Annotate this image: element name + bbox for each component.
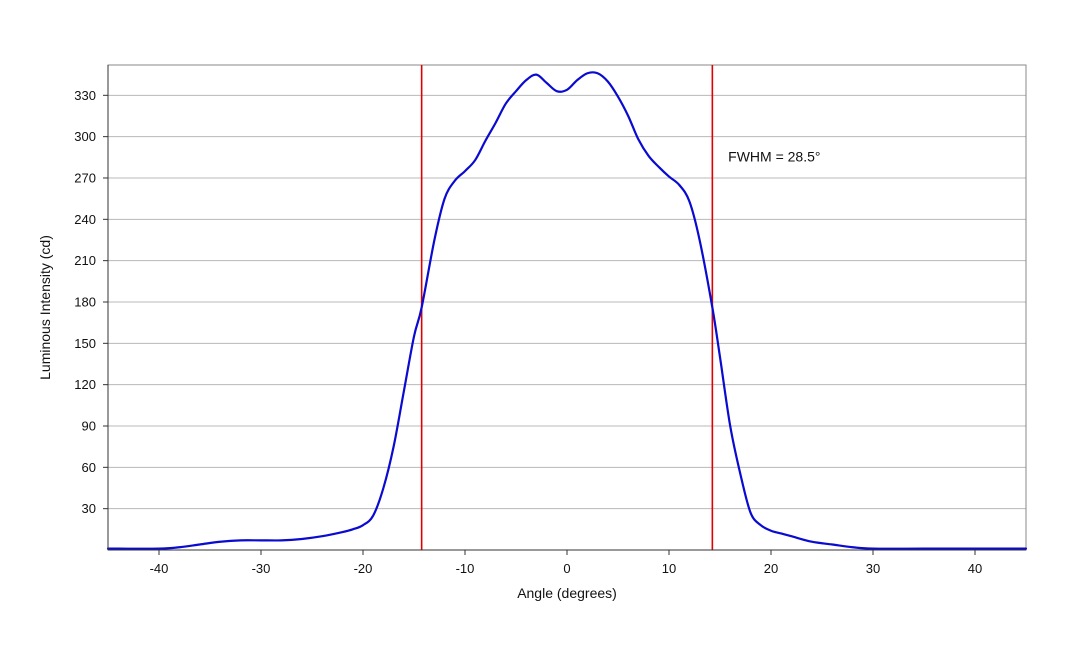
x-tick-label: 20 (764, 561, 778, 576)
intensity-series-line (106, 71, 1028, 550)
y-tick-label: 300 (74, 129, 96, 144)
y-tick-label: 150 (74, 336, 96, 351)
y-tick-label: 180 (74, 294, 96, 309)
y-axis-title: Luminous Intensity (cd) (37, 235, 53, 380)
x-tick-label: -40 (150, 561, 169, 576)
fwhm-markers (420, 65, 714, 550)
y-tick-label: 30 (82, 501, 96, 516)
y-tick-label: 330 (74, 88, 96, 103)
plot-area-frame (107, 64, 1027, 551)
x-tick-label: 10 (662, 561, 676, 576)
y-tick-label: 90 (82, 418, 96, 433)
x-tick-label: 40 (968, 561, 982, 576)
axes (103, 65, 1026, 555)
x-tick-label: 30 (866, 561, 880, 576)
x-tick-label: -20 (354, 561, 373, 576)
x-tick-label: -30 (252, 561, 271, 576)
y-tick-label: 120 (74, 377, 96, 392)
series-layer (106, 71, 1028, 550)
fwhm-annotation: FWHM = 28.5° (728, 148, 820, 164)
x-axis-title: Angle (degrees) (517, 585, 617, 601)
x-tick-label: -10 (456, 561, 475, 576)
y-tick-label: 240 (74, 212, 96, 227)
y-tick-label: 210 (74, 253, 96, 268)
y-tick-label: 60 (82, 460, 96, 475)
x-tick-label: 0 (563, 561, 570, 576)
annotations: FWHM = 28.5° (728, 148, 820, 164)
y-tick-label: 270 (74, 170, 96, 185)
grid-lines (108, 94, 1026, 510)
axis-labels: -40 -30 -20 -10 0 10 20 30 40 30 60 90 120 150 180 210 2… (74, 88, 982, 576)
